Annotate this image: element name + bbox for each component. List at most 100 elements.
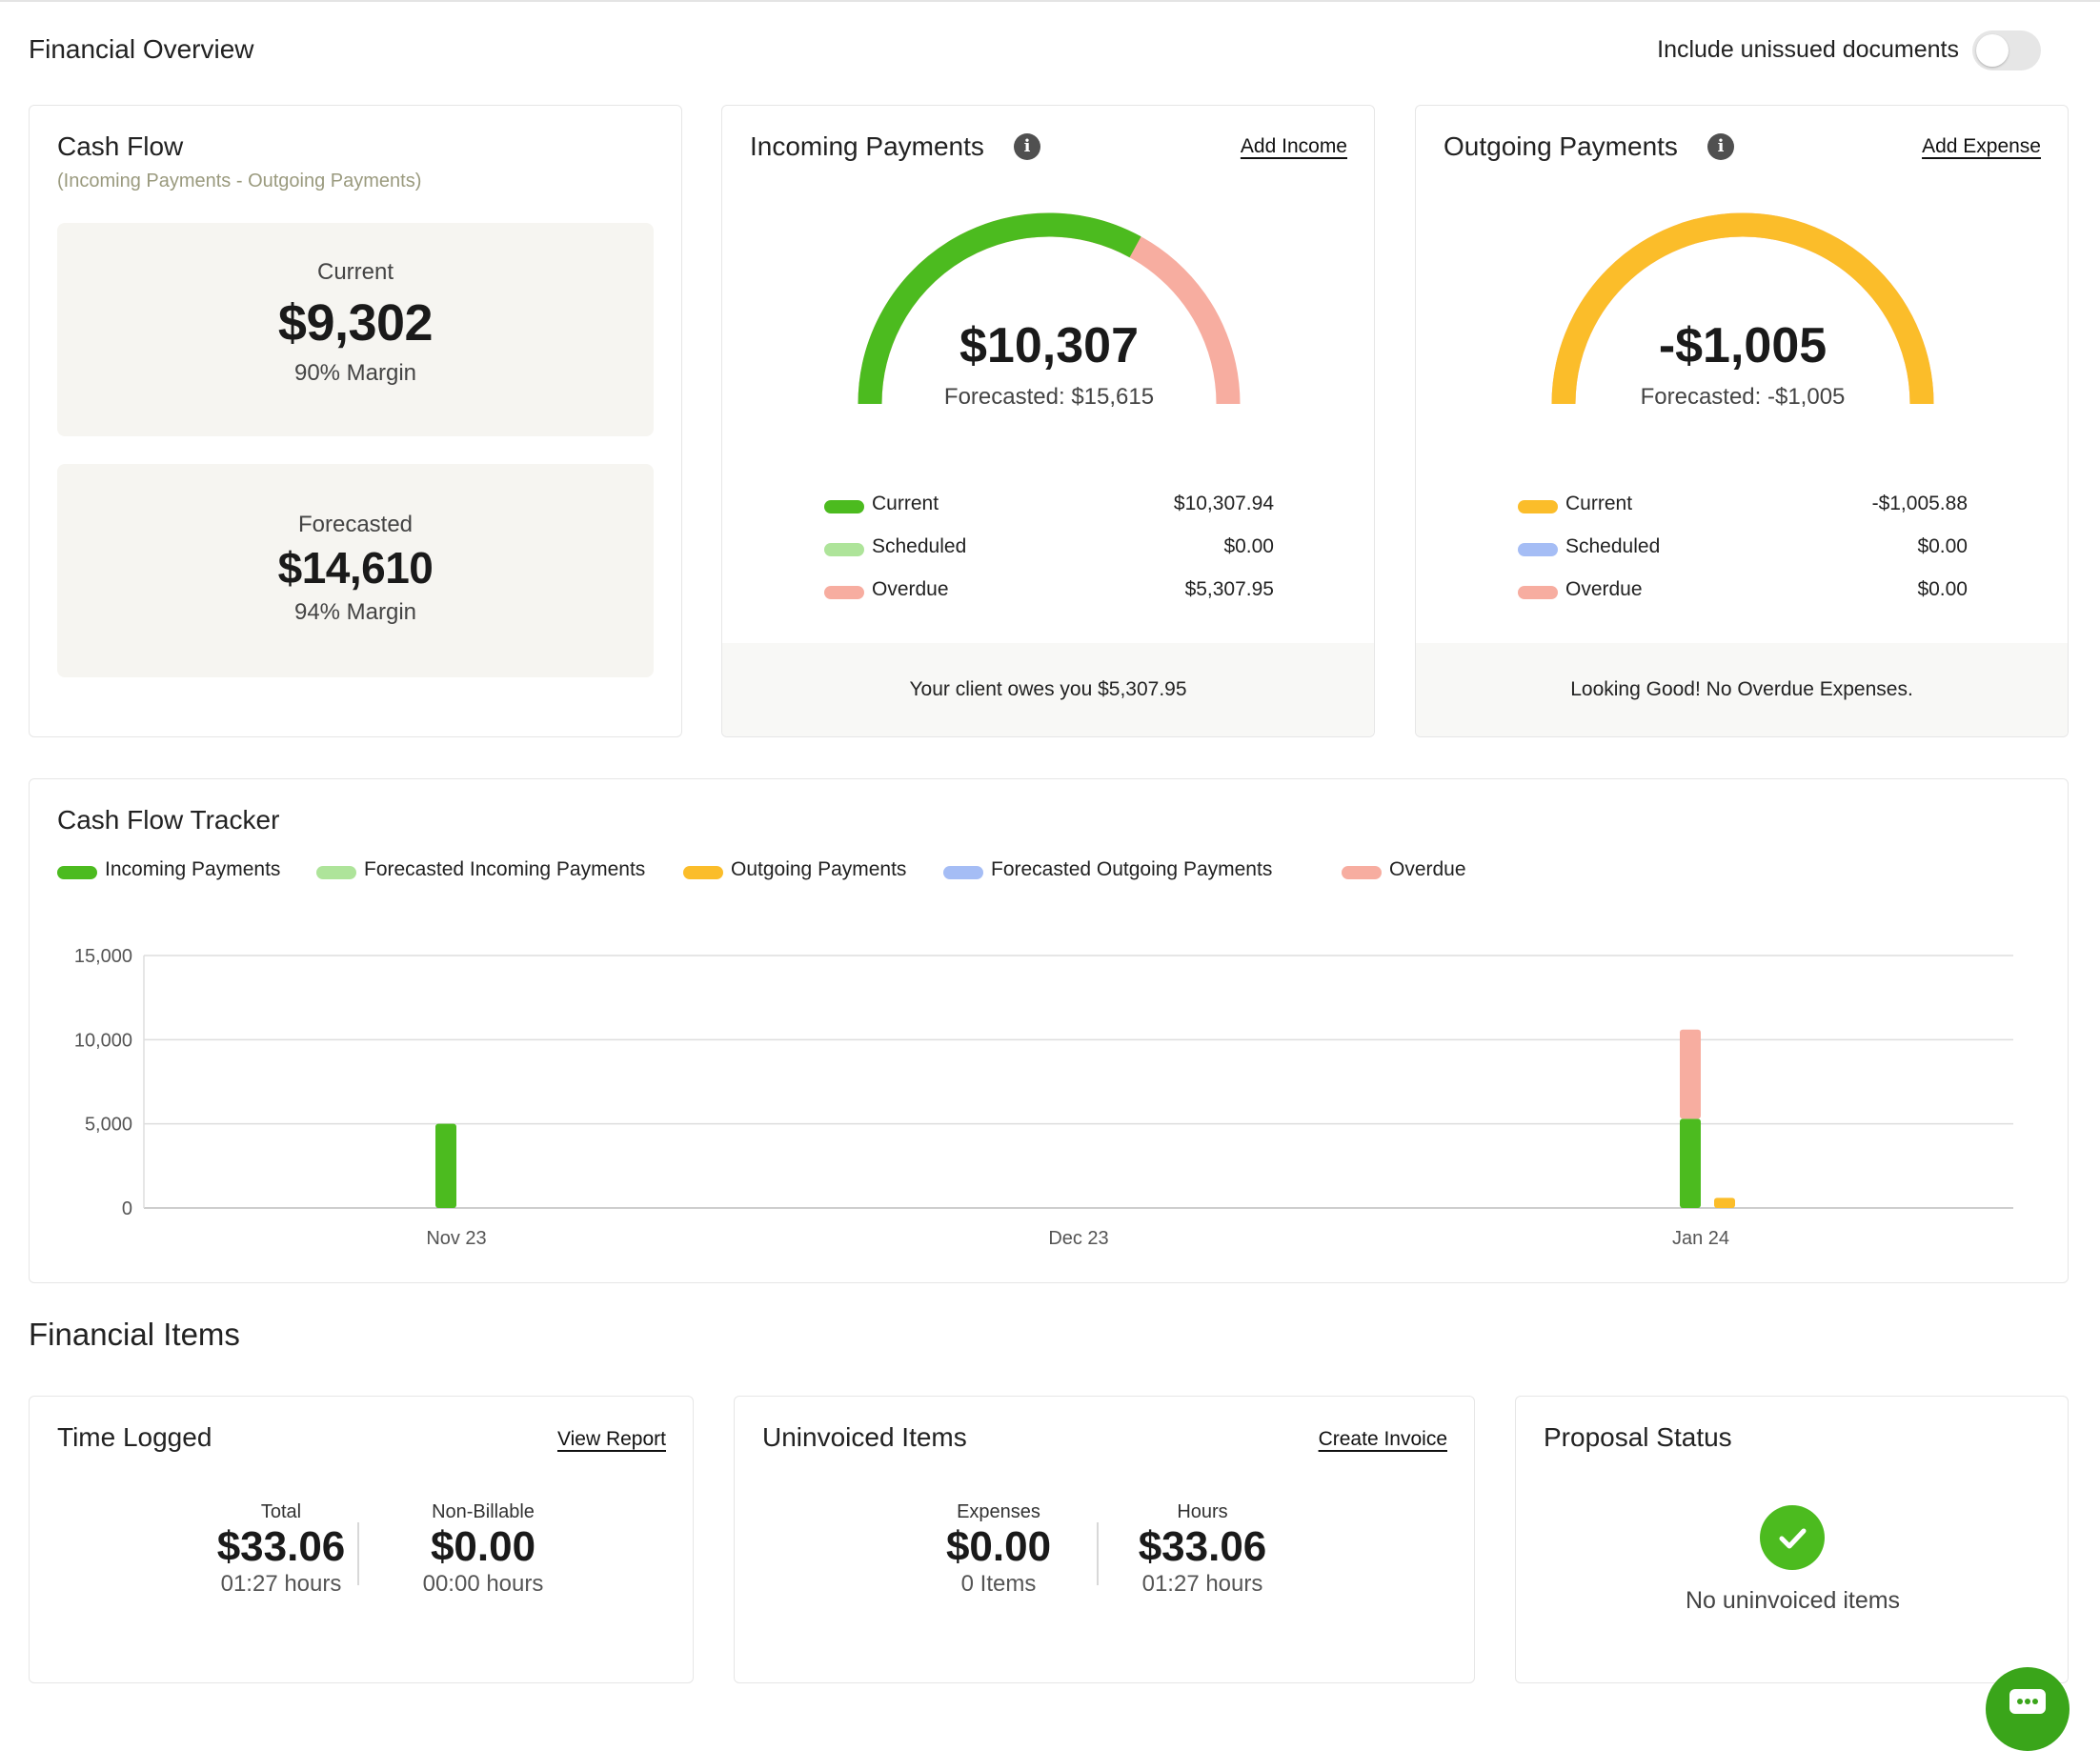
cash-flow-title: Cash Flow	[57, 131, 184, 161]
outgoing-gauge	[1551, 212, 1934, 405]
stat-sub: 00:00 hours	[422, 1571, 544, 1597]
legend-row-overdue: Overdue $0.00	[1518, 578, 1968, 607]
stat-sub: 01:27 hours	[220, 1571, 342, 1597]
legend-row-scheduled: Scheduled $0.00	[1518, 535, 1968, 564]
swatch-current	[824, 500, 864, 513]
legend-row-scheduled: Scheduled $0.00	[824, 535, 1274, 564]
incoming-gauge	[858, 212, 1241, 405]
gauge-track	[858, 212, 1241, 405]
y-tick-label: 10,000	[74, 1030, 132, 1051]
tracker-title: Cash Flow Tracker	[57, 805, 280, 835]
gauge-track	[1551, 212, 1934, 405]
chat-launcher-button[interactable]	[1986, 1667, 2070, 1751]
legend-row-current: Current -$1,005.88	[1518, 493, 1968, 521]
check-circle-icon	[1760, 1505, 1825, 1570]
outgoing-forecast: Forecasted: -$1,005	[1640, 384, 1846, 410]
incoming-forecast: Forecasted: $15,615	[943, 384, 1155, 410]
chat-icon	[2009, 1689, 2046, 1714]
stat-value: $33.06	[1138, 1523, 1267, 1570]
legend-label: Forecasted Incoming Payments	[364, 858, 646, 880]
cash-flow-card: Cash Flow (Incoming Payments - Outgoing …	[29, 105, 682, 737]
uninvoiced-title: Uninvoiced Items	[762, 1422, 967, 1452]
cash-flow-current-panel: Current $9,302 90% Margin	[57, 223, 654, 436]
legend-label: Outgoing Payments	[731, 858, 907, 880]
create-invoice-link[interactable]: Create Invoice	[1318, 1428, 1447, 1450]
info-icon[interactable]: i	[1707, 133, 1734, 160]
gauge-current-arc	[1551, 212, 1934, 405]
financial-items-title: Financial Items	[29, 1317, 240, 1352]
incoming-payments-card: Incoming Payments i Add Income $10,307 F…	[721, 105, 1375, 737]
stat-value: $0.00	[945, 1523, 1052, 1570]
include-unissued-toggle[interactable]	[1972, 30, 2041, 70]
legend-label: Overdue	[1389, 858, 1466, 880]
proposal-title: Proposal Status	[1544, 1422, 1732, 1452]
stat-total: Total $33.06 01:27 hours	[167, 1501, 395, 1598]
stat-expenses: Expenses $0.00 0 Items	[884, 1501, 1113, 1598]
stat-sub: 0 Items	[960, 1571, 1037, 1597]
legend-value: $0.00	[1917, 578, 1968, 600]
legend-label: Current	[1565, 493, 1633, 514]
cash-flow-chart: 15,000 10,000 5,000 0 Nov 23 Dec 23 Jan 24	[74, 946, 2013, 1249]
stat-label: Total	[260, 1501, 302, 1522]
add-income-link[interactable]: Add Income	[1240, 135, 1347, 157]
bar	[1680, 1118, 1701, 1208]
incoming-title: Incoming Payments	[750, 131, 984, 161]
cash-flow-subtitle: (Incoming Payments - Outgoing Payments)	[57, 171, 422, 191]
toggle-knob	[1976, 34, 2009, 67]
view-report-link[interactable]: View Report	[556, 1428, 666, 1450]
legend-row-overdue: Overdue $5,307.95	[824, 578, 1274, 607]
y-tick-label: 15,000	[74, 946, 132, 967]
current-amount: $9,302	[277, 294, 434, 352]
divider	[357, 1522, 359, 1585]
stat-sub: 01:27 hours	[1141, 1571, 1263, 1597]
bar	[1714, 1198, 1735, 1208]
swatch-scheduled	[824, 543, 864, 556]
forecasted-margin: 94% Margin	[293, 599, 417, 625]
cash-flow-forecasted-panel: Forecasted $14,610 94% Margin	[57, 464, 654, 677]
swatch-overdue	[1518, 586, 1558, 599]
x-tick-label: Nov 23	[426, 1228, 486, 1249]
legend-value: -$1,005.88	[1871, 493, 1968, 514]
stat-non-billable: Non-Billable $0.00 00:00 hours	[369, 1501, 597, 1598]
swatch-overdue	[824, 586, 864, 599]
toggle-label: Include unissued documents	[1657, 36, 1959, 63]
legend-label: Scheduled	[872, 535, 967, 557]
legend-label: Forecasted Outgoing Payments	[991, 858, 1273, 880]
outgoing-payments-card: Outgoing Payments i Add Expense -$1,005 …	[1415, 105, 2069, 737]
divider	[1097, 1522, 1099, 1585]
bar	[1680, 1029, 1701, 1119]
forecasted-label: Forecasted	[297, 512, 414, 537]
page-title: Financial Overview	[29, 34, 254, 64]
x-tick-label: Jan 24	[1672, 1228, 1729, 1249]
legend-label: Overdue	[872, 578, 949, 600]
incoming-footer: Your client owes you $5,307.95	[722, 643, 1374, 736]
stat-value: $0.00	[430, 1523, 536, 1570]
swatch-current	[1518, 500, 1558, 513]
legend-value: $0.00	[1223, 535, 1274, 557]
outgoing-footer: Looking Good! No Overdue Expenses.	[1416, 643, 2068, 736]
gauge-current-arc	[858, 212, 1141, 405]
legend-value: $10,307.94	[1173, 493, 1274, 514]
time-logged-card: Time Logged View Report Total $33.06 01:…	[29, 1396, 694, 1683]
time-logged-title: Time Logged	[57, 1422, 212, 1452]
legend-value: $5,307.95	[1184, 578, 1274, 600]
outgoing-title: Outgoing Payments	[1444, 131, 1678, 161]
proposal-message: No uninvoiced items	[1685, 1587, 1901, 1614]
x-tick-label: Dec 23	[1048, 1228, 1108, 1249]
swatch-scheduled	[1518, 543, 1558, 556]
legend-row-current: Current $10,307.94	[824, 493, 1274, 521]
legend-label: Current	[872, 493, 939, 514]
legend-label: Incoming Payments	[105, 858, 281, 880]
info-icon[interactable]: i	[1014, 133, 1040, 160]
stat-label: Hours	[1177, 1501, 1228, 1522]
legend-label: Scheduled	[1565, 535, 1661, 557]
legend-value: $0.00	[1917, 535, 1968, 557]
forecasted-amount: $14,610	[277, 543, 434, 593]
stat-label: Expenses	[957, 1501, 1040, 1522]
stat-hours: Hours $33.06 01:27 hours	[1088, 1501, 1317, 1598]
current-label: Current	[316, 259, 394, 285]
stat-label: Non-Billable	[432, 1501, 535, 1522]
add-expense-link[interactable]: Add Expense	[1922, 135, 2041, 157]
stat-value: $33.06	[216, 1523, 346, 1570]
y-tick-label: 0	[122, 1198, 132, 1219]
